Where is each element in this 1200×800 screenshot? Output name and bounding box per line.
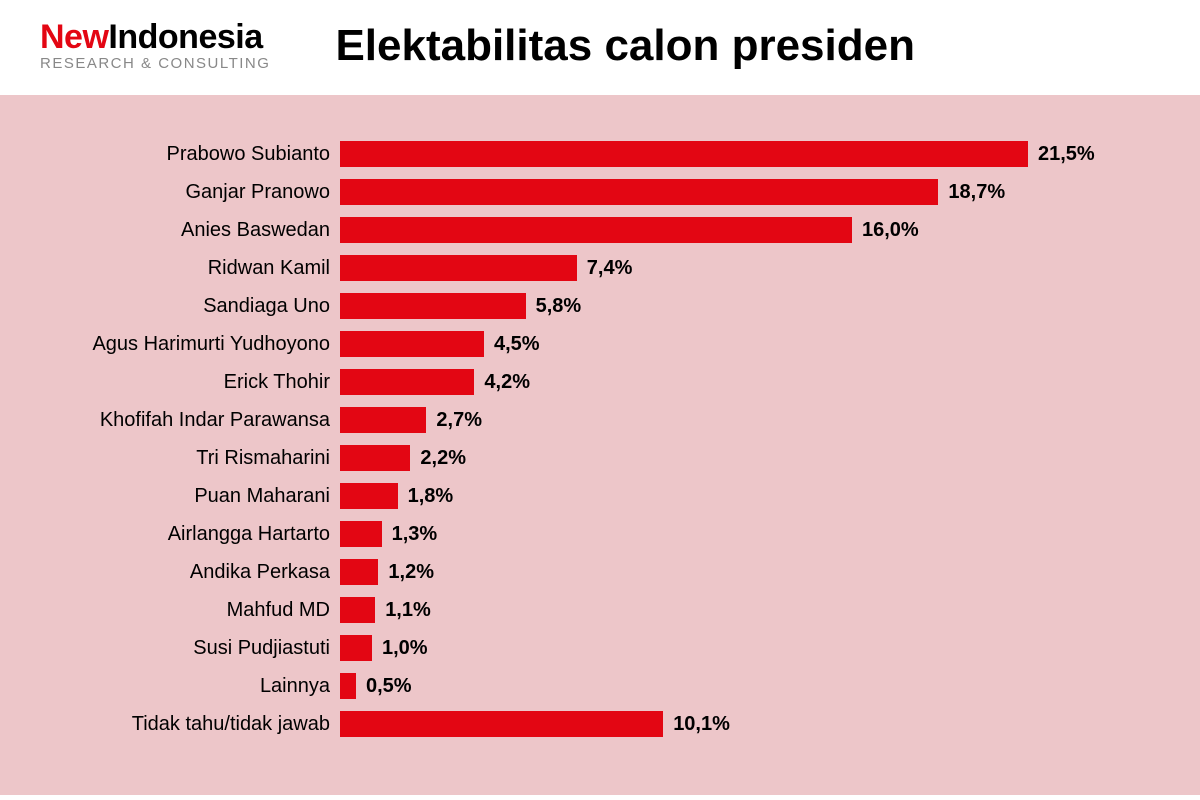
bar-label: Khofifah Indar Parawansa	[60, 409, 340, 432]
bar-row: Lainnya 0,5%	[60, 667, 1140, 705]
bar-row: Mahfud MD 1,1%	[60, 591, 1140, 629]
bar-zone: 10,1%	[340, 705, 1140, 743]
bar-label: Anies Baswedan	[60, 219, 340, 242]
bar	[340, 331, 484, 357]
bar-zone: 1,2%	[340, 553, 1140, 591]
bar-zone: 4,5%	[340, 325, 1140, 363]
bar-label: Mahfud MD	[60, 599, 340, 622]
bar-value: 4,5%	[494, 333, 540, 356]
bar-row: Prabowo Subianto 21,5%	[60, 135, 1140, 173]
bar-label: Airlangga Hartarto	[60, 523, 340, 546]
bar	[340, 407, 426, 433]
bar-value: 18,7%	[948, 181, 1005, 204]
bar-label: Sandiaga Uno	[60, 295, 340, 318]
bar-row: Agus Harimurti Yudhoyono 4,5%	[60, 325, 1140, 363]
bar-label: Ganjar Pranowo	[60, 181, 340, 204]
bar-label: Ridwan Kamil	[60, 257, 340, 280]
bar-row: Tri Rismaharini 2,2%	[60, 439, 1140, 477]
bar-zone: 21,5%	[340, 135, 1140, 173]
bar-zone: 2,2%	[340, 439, 1140, 477]
bar-row: Ridwan Kamil 7,4%	[60, 249, 1140, 287]
bar	[340, 445, 410, 471]
bar	[340, 521, 382, 547]
bar-value: 7,4%	[587, 257, 633, 280]
bar-row: Andika Perkasa 1,2%	[60, 553, 1140, 591]
bar-value: 1,8%	[408, 485, 454, 508]
bar	[340, 711, 663, 737]
chart-title: Elektabilitas calon presiden	[90, 21, 1160, 71]
bar	[340, 483, 398, 509]
bar-value: 16,0%	[862, 219, 919, 242]
bar-row: Tidak tahu/tidak jawab 10,1%	[60, 705, 1140, 743]
bar-row: Ganjar Pranowo 18,7%	[60, 173, 1140, 211]
bar-row: Khofifah Indar Parawansa 2,7%	[60, 401, 1140, 439]
bar-label: Tidak tahu/tidak jawab	[60, 713, 340, 736]
bar	[340, 369, 474, 395]
bar-label: Puan Maharani	[60, 485, 340, 508]
bar-zone: 2,7%	[340, 401, 1140, 439]
chart-area: Prabowo Subianto 21,5% Ganjar Pranowo 18,7%…	[0, 95, 1200, 795]
bar	[340, 597, 375, 623]
bar	[340, 635, 372, 661]
bar-row: Sandiaga Uno 5,8%	[60, 287, 1140, 325]
bar	[340, 255, 577, 281]
bar-label: Agus Harimurti Yudhoyono	[60, 333, 340, 356]
bar-label: Andika Perkasa	[60, 561, 340, 584]
bar-zone: 1,1%	[340, 591, 1140, 629]
bar-label: Tri Rismaharini	[60, 447, 340, 470]
bar	[340, 217, 852, 243]
bar-zone: 0,5%	[340, 667, 1140, 705]
bar-zone: 1,0%	[340, 629, 1140, 667]
bar-label: Susi Pudjiastuti	[60, 637, 340, 660]
bar-value: 1,1%	[385, 599, 431, 622]
bar-zone: 1,8%	[340, 477, 1140, 515]
bar	[340, 673, 356, 699]
bar-zone: 5,8%	[340, 287, 1140, 325]
bar-value: 0,5%	[366, 675, 412, 698]
bar-value: 10,1%	[673, 713, 730, 736]
bar-row: Puan Maharani 1,8%	[60, 477, 1140, 515]
bar	[340, 141, 1028, 167]
bar-zone: 18,7%	[340, 173, 1140, 211]
bar	[340, 179, 938, 205]
bar-value: 1,2%	[388, 561, 434, 584]
bar-zone: 7,4%	[340, 249, 1140, 287]
bar-value: 4,2%	[484, 371, 530, 394]
bar-row: Airlangga Hartarto 1,3%	[60, 515, 1140, 553]
bar-row: Anies Baswedan 16,0%	[60, 211, 1140, 249]
bar-zone: 16,0%	[340, 211, 1140, 249]
bar	[340, 559, 378, 585]
bar-zone: 1,3%	[340, 515, 1140, 553]
bar-label: Erick Thohir	[60, 371, 340, 394]
bar-row: Erick Thohir 4,2%	[60, 363, 1140, 401]
bar-value: 5,8%	[536, 295, 582, 318]
bar-row: Susi Pudjiastuti 1,0%	[60, 629, 1140, 667]
header: NewIndonesia RESEARCH & CONSULTING Elekt…	[0, 0, 1200, 95]
bar	[340, 293, 526, 319]
bar-value: 21,5%	[1038, 143, 1095, 166]
bar-value: 1,3%	[392, 523, 438, 546]
bar-value: 1,0%	[382, 637, 428, 660]
bar-value: 2,7%	[436, 409, 482, 432]
bar-label: Lainnya	[60, 675, 340, 698]
bar-label: Prabowo Subianto	[60, 143, 340, 166]
bar-value: 2,2%	[420, 447, 466, 470]
bar-zone: 4,2%	[340, 363, 1140, 401]
